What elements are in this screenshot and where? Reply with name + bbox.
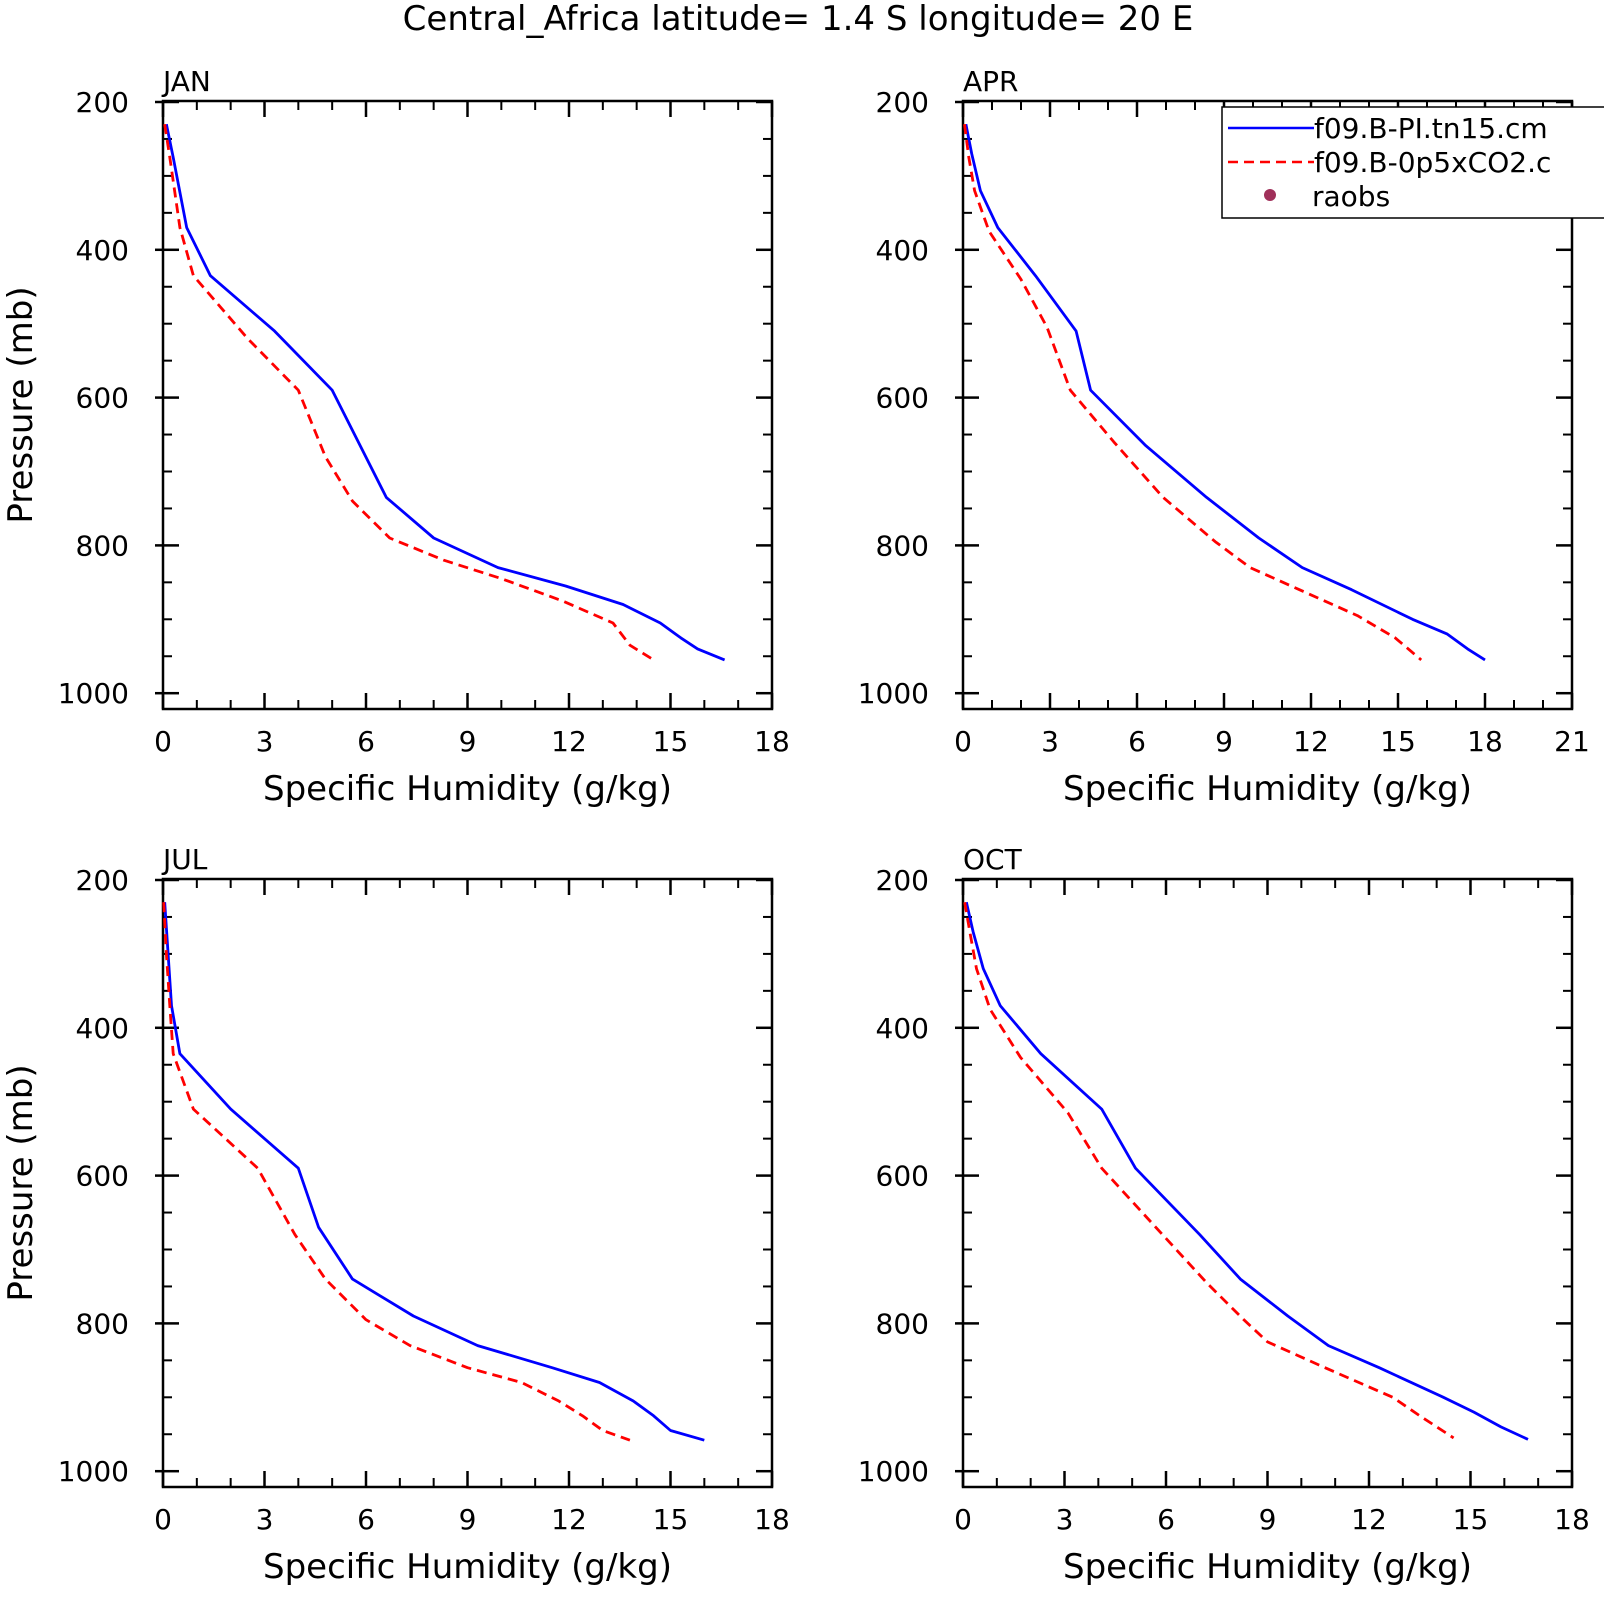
plot-frame <box>961 877 1574 1489</box>
y-tick-label: 1000 <box>58 1455 129 1488</box>
plot-frame <box>161 99 774 711</box>
panel-apr: APR 0 3 6 9 12 15 18 21 200 400 600 800 1000 Specific … <box>858 65 1590 809</box>
series-line-co2-apr <box>963 124 1423 661</box>
legend-marker-raobs <box>1264 189 1276 201</box>
x-tick-label: 0 <box>154 725 172 758</box>
x-tick-label: 9 <box>1215 725 1233 758</box>
x-tick-label: 3 <box>256 1503 274 1536</box>
y-tick-label: 400 <box>76 1012 129 1045</box>
x-tick-label: 0 <box>154 1503 172 1536</box>
y-tick-label: 400 <box>76 234 129 267</box>
figure-title: Central_Africa latitude= 1.4 S longitude… <box>403 0 1194 39</box>
x-tick-label: 18 <box>754 1503 790 1536</box>
y-tick-label: 400 <box>876 1012 929 1045</box>
x-tick-label: 6 <box>357 725 375 758</box>
x-axis-title: Specific Humidity (g/kg) <box>1063 1547 1472 1587</box>
x-tick-label: 18 <box>1554 1503 1590 1536</box>
x-tick-label: 9 <box>459 1503 477 1536</box>
panel-title: JUL <box>161 843 208 876</box>
plot-frame <box>161 877 774 1489</box>
x-tick-label: 15 <box>653 725 689 758</box>
y-tick-label: 600 <box>876 1160 929 1193</box>
y-tick-label: 600 <box>876 382 929 415</box>
legend-label-raobs: raobs <box>1312 180 1390 213</box>
y-axis-title: Pressure (mb) <box>1 1064 41 1301</box>
y-tick-label: 800 <box>876 1307 929 1340</box>
y-tick-label: 600 <box>76 382 129 415</box>
x-tick-label: 18 <box>754 725 790 758</box>
panel-title: JAN <box>161 65 211 98</box>
series-line-pi-oct <box>965 901 1529 1441</box>
x-axis-title: Specific Humidity (g/kg) <box>263 1547 672 1587</box>
plot-frame <box>961 99 1574 711</box>
x-tick-label: 18 <box>1467 725 1503 758</box>
series-line-co2-jan <box>163 123 655 662</box>
series-line-co2-oct <box>963 901 1455 1440</box>
y-tick-label: 1000 <box>858 1455 929 1488</box>
y-tick-label: 200 <box>76 86 129 119</box>
x-tick-label: 6 <box>357 1503 375 1536</box>
y-tick-label: 800 <box>76 529 129 562</box>
x-tick-label: 12 <box>551 1503 587 1536</box>
x-tick-label: 21 <box>1554 725 1590 758</box>
x-tick-label: 15 <box>653 1503 689 1536</box>
x-tick-label: 15 <box>1380 725 1416 758</box>
panel-jul: JUL 0 3 6 9 12 15 18 200 400 600 800 1000 Specific Hu… <box>1 843 790 1587</box>
x-tick-label: 6 <box>1157 1503 1175 1536</box>
panel-title: OCT <box>963 843 1023 876</box>
x-tick-label: 12 <box>551 725 587 758</box>
x-tick-label: 12 <box>1293 725 1329 758</box>
x-tick-label: 3 <box>256 725 274 758</box>
series-line-pi-apr <box>964 123 1486 662</box>
panel-jan: JAN 0 3 6 9 12 15 18 200 400 600 800 1000 Specific Hu… <box>1 65 790 809</box>
legend: f09.B-PI.tn15.cm f09.B-0p5xCO2.c raobs <box>1221 106 1604 219</box>
x-tick-label: 0 <box>954 725 972 758</box>
y-tick-label: 200 <box>876 86 929 119</box>
panel-title: APR <box>963 65 1019 98</box>
legend-label-co2: f09.B-0p5xCO2.c <box>1314 146 1551 179</box>
x-axis-title: Specific Humidity (g/kg) <box>263 769 672 809</box>
y-tick-label: 800 <box>876 529 929 562</box>
y-axis-title: Pressure (mb) <box>1 286 41 523</box>
y-tick-label: 1000 <box>858 677 929 710</box>
y-tick-label: 1000 <box>58 677 129 710</box>
y-tick-label: 200 <box>76 864 129 897</box>
x-tick-label: 6 <box>1128 725 1146 758</box>
x-tick-label: 12 <box>1351 1503 1387 1536</box>
x-tick-label: 3 <box>1056 1503 1074 1536</box>
x-tick-label: 0 <box>954 1503 972 1536</box>
x-axis-title: Specific Humidity (g/kg) <box>1063 769 1472 809</box>
x-tick-label: 9 <box>459 725 477 758</box>
series-line-pi-jul <box>163 902 705 1442</box>
x-tick-label: 3 <box>1041 725 1059 758</box>
y-tick-label: 200 <box>876 864 929 897</box>
y-tick-label: 400 <box>876 234 929 267</box>
panel-oct: OCT 0 3 6 9 12 15 18 200 400 600 800 1000 Specific Hu… <box>858 843 1590 1587</box>
legend-label-pi: f09.B-PI.tn15.cm <box>1314 112 1548 145</box>
y-tick-label: 600 <box>76 1160 129 1193</box>
y-tick-label: 800 <box>76 1307 129 1340</box>
x-tick-label: 9 <box>1259 1503 1277 1536</box>
series-line-co2-jul <box>162 902 631 1442</box>
series-line-pi-jan <box>165 123 726 662</box>
x-tick-label: 15 <box>1453 1503 1489 1536</box>
